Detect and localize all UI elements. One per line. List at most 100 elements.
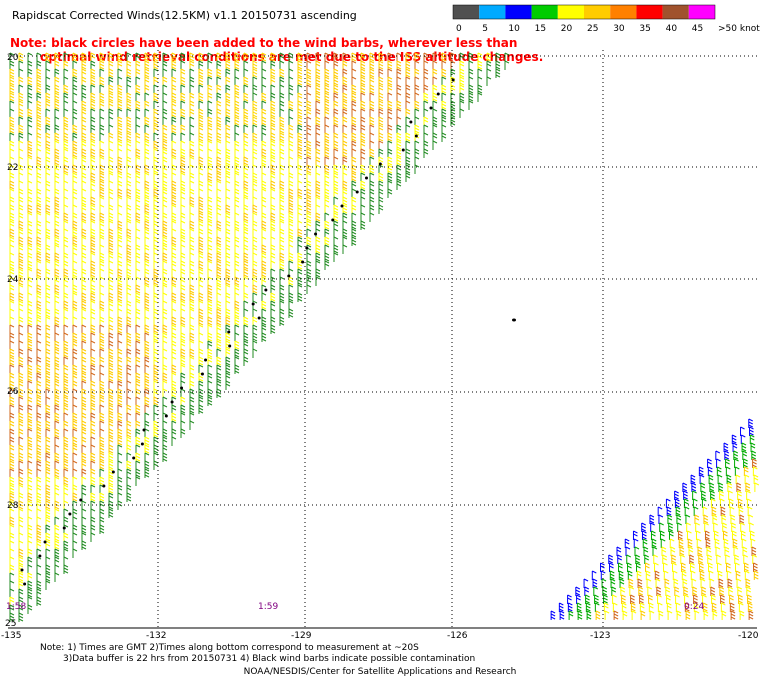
wind-barb bbox=[252, 172, 258, 182]
wind-barb bbox=[625, 546, 631, 556]
wind-barb bbox=[63, 412, 69, 422]
wind-barb bbox=[351, 116, 357, 126]
wind-barb bbox=[459, 76, 465, 86]
wind-barb bbox=[728, 498, 734, 508]
wind-barb bbox=[135, 204, 141, 214]
wind-barb bbox=[315, 180, 321, 190]
wind-barb bbox=[369, 92, 375, 102]
wind-barb bbox=[126, 228, 132, 238]
wind-barb bbox=[288, 108, 294, 118]
contamination-dot bbox=[409, 120, 413, 124]
wind-barb bbox=[72, 116, 78, 126]
wind-barb bbox=[171, 220, 177, 230]
wind-barb bbox=[279, 180, 285, 190]
wind-barb bbox=[18, 468, 24, 478]
wind-barb bbox=[63, 204, 69, 214]
wind-barb bbox=[396, 76, 402, 86]
wind-barb bbox=[216, 52, 222, 62]
wind-barb bbox=[279, 316, 285, 326]
wind-barb bbox=[171, 420, 177, 430]
wind-barb bbox=[18, 436, 24, 446]
wind-barb bbox=[180, 260, 186, 270]
wind-barb bbox=[459, 108, 465, 118]
wind-barb bbox=[702, 594, 707, 604]
time-label-left: 1:58 bbox=[6, 602, 26, 612]
wind-barb bbox=[144, 332, 150, 342]
wind-barb bbox=[153, 172, 159, 182]
wind-barb bbox=[198, 188, 204, 198]
lat-label-26: 26 bbox=[7, 387, 19, 397]
wind-barb bbox=[652, 546, 658, 556]
wind-barb bbox=[261, 300, 267, 310]
wind-barb bbox=[27, 580, 33, 590]
wind-barb bbox=[63, 332, 69, 342]
contamination-dot bbox=[264, 288, 268, 292]
wind-barb bbox=[387, 52, 393, 62]
wind-barb bbox=[621, 602, 627, 612]
wind-barb bbox=[252, 164, 258, 174]
wind-barb bbox=[81, 380, 87, 390]
wind-barb bbox=[54, 188, 60, 198]
wind-barb bbox=[351, 228, 357, 238]
wind-barb bbox=[108, 172, 114, 182]
wind-barb bbox=[144, 356, 150, 366]
wind-barb bbox=[144, 220, 150, 230]
wind-barb bbox=[414, 156, 420, 166]
wind-barb bbox=[198, 228, 204, 238]
wind-barb bbox=[261, 68, 267, 78]
wind-barb bbox=[108, 196, 114, 206]
wind-barb bbox=[710, 490, 715, 500]
wind-barb bbox=[72, 372, 78, 382]
wind-barb bbox=[751, 546, 757, 556]
wind-barb bbox=[288, 292, 294, 302]
wind-barb bbox=[243, 204, 249, 214]
wind-barb bbox=[81, 156, 87, 166]
wind-barb bbox=[189, 292, 195, 302]
wind-barb bbox=[36, 580, 42, 590]
wind-barb bbox=[63, 564, 69, 574]
wind-barb bbox=[162, 364, 168, 374]
wind-barb bbox=[198, 164, 204, 174]
map-title: Rapidscat Corrected Winds(12.5KM) v1.1 2… bbox=[12, 9, 357, 22]
wind-barb bbox=[54, 148, 60, 158]
wind-barb bbox=[198, 220, 204, 230]
wind-barb bbox=[360, 180, 366, 190]
footnote-line1: Note: 1) Times are GMT 2)Times along bot… bbox=[40, 643, 419, 653]
wind-barb bbox=[108, 132, 114, 142]
wind-barb bbox=[207, 108, 213, 118]
wind-barb bbox=[108, 228, 114, 238]
wind-barb bbox=[727, 482, 733, 492]
wind-barb bbox=[27, 388, 33, 398]
wind-barb bbox=[306, 188, 312, 198]
wind-barb bbox=[712, 610, 718, 620]
wind-barb bbox=[108, 348, 114, 358]
wind-barb bbox=[117, 412, 123, 422]
wind-barb bbox=[252, 220, 258, 230]
wind-barb bbox=[207, 292, 213, 302]
wind-barb bbox=[360, 132, 366, 142]
wind-barb bbox=[36, 276, 42, 286]
wind-barb bbox=[477, 52, 483, 62]
wind-barb bbox=[18, 364, 24, 374]
wind-barb bbox=[63, 164, 69, 174]
wind-barb bbox=[198, 212, 204, 222]
wind-barb bbox=[252, 260, 258, 270]
wind-barb bbox=[279, 292, 285, 302]
wind-barb bbox=[9, 108, 15, 118]
wind-barb bbox=[9, 476, 15, 486]
wind-barb bbox=[738, 594, 743, 604]
wind-barb bbox=[216, 348, 222, 358]
wind-barb bbox=[135, 228, 141, 238]
wind-barb bbox=[99, 476, 105, 486]
wind-barb bbox=[644, 554, 649, 564]
wind-barb bbox=[45, 564, 51, 574]
wind-barb bbox=[585, 602, 591, 612]
wind-barb bbox=[9, 316, 15, 326]
wind-barb bbox=[324, 92, 330, 102]
wind-barb bbox=[243, 332, 249, 342]
wind-barb bbox=[333, 212, 339, 222]
wind-barb bbox=[171, 436, 177, 446]
wind-barb bbox=[126, 244, 132, 254]
wind-barb bbox=[27, 532, 33, 542]
wind-barb bbox=[9, 244, 15, 254]
